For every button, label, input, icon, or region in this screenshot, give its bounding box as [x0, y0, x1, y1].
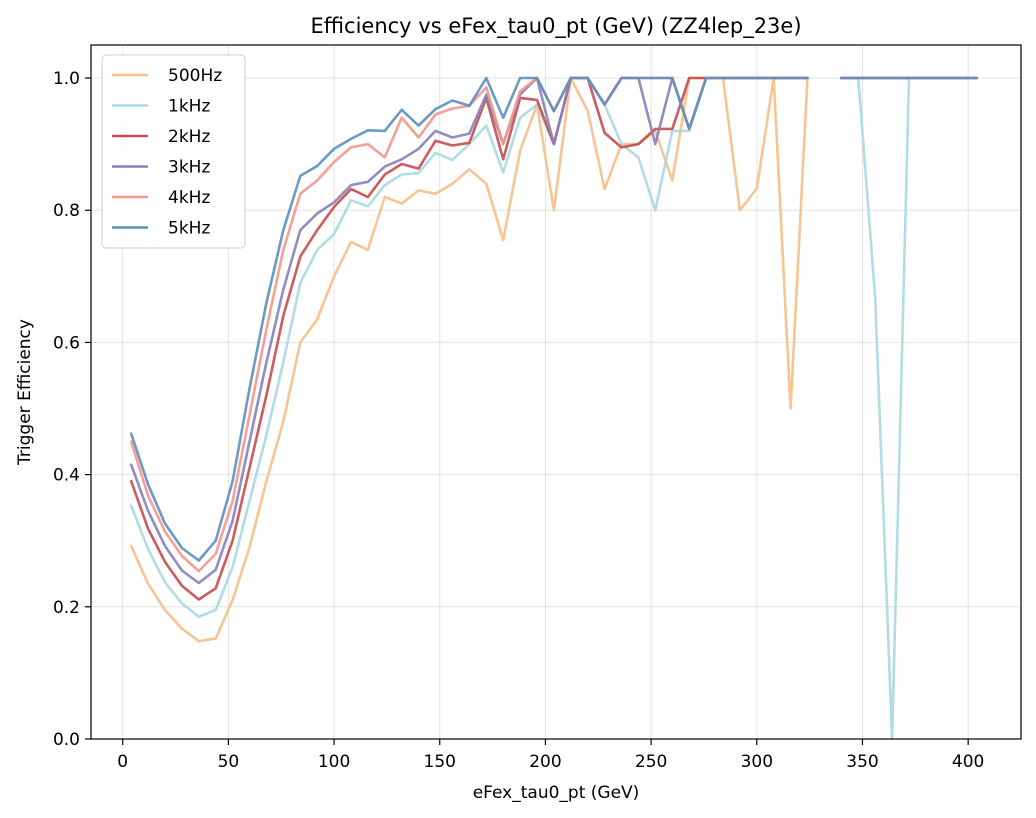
x-tick-label: 0: [117, 752, 128, 772]
legend-label-5: 5kHz: [168, 219, 210, 239]
series-layer: [129, 76, 978, 741]
series-line-5: [129, 76, 978, 562]
legend-label-2: 2kHz: [168, 127, 210, 147]
legend-label-0: 500Hz: [168, 66, 222, 86]
y-tick-label: 0.6: [53, 333, 80, 353]
y-tick-label: 0.8: [53, 201, 80, 221]
chart-title: Efficiency vs eFex_tau0_pt (GeV) (ZZ4lep…: [310, 14, 801, 39]
y-tick-label: 1.0: [53, 69, 80, 89]
legend: 500Hz 1kHz 2kHz 3kHz 4kHz 5kHz: [101, 54, 246, 249]
legend-box: [101, 54, 246, 249]
y-tick-label: 0.4: [53, 466, 80, 486]
tick-layer: 0 50 100 150 200 250 300 350 400 0.0 0.2 0.4 0.6 0.8 1…: [53, 69, 984, 772]
x-tick-label: 250: [635, 752, 667, 772]
legend-label-4: 4kHz: [168, 188, 210, 208]
x-tick-label: 50: [218, 752, 240, 772]
y-tick-label: 0.0: [53, 730, 80, 750]
legend-label-1: 1kHz: [168, 97, 210, 117]
x-tick-label: 200: [529, 752, 561, 772]
plot-frame: [90, 44, 1022, 740]
legend-label-3: 3kHz: [168, 158, 210, 178]
x-tick-label: 300: [741, 752, 773, 772]
x-tick-label: 100: [318, 752, 350, 772]
y-tick-label: 0.2: [53, 598, 80, 618]
x-axis-label: eFex_tau0_pt (GeV): [473, 783, 640, 803]
x-tick-label: 350: [846, 752, 878, 772]
y-axis-label: Trigger Efficiency: [15, 319, 35, 466]
x-tick-label: 150: [424, 752, 456, 772]
x-tick-label: 400: [952, 752, 984, 772]
